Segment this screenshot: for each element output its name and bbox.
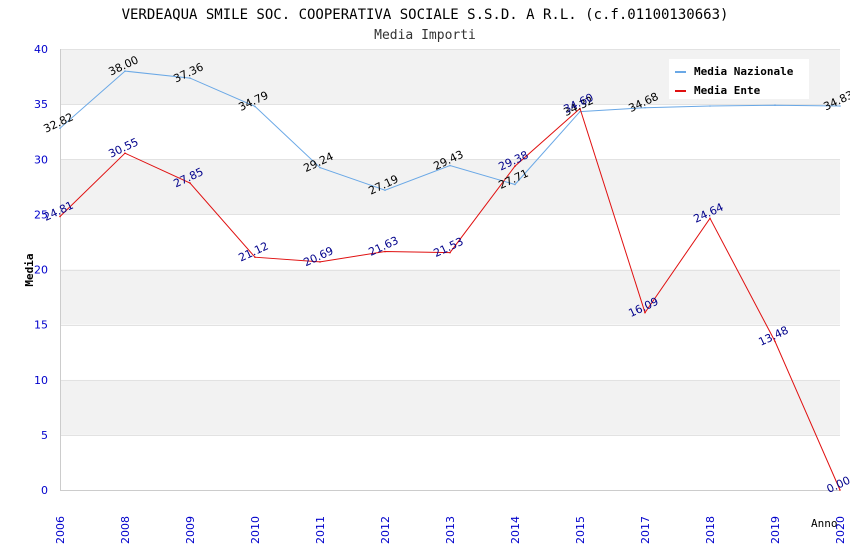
x-tick-label: 2017	[639, 516, 652, 544]
plot-band	[60, 104, 840, 159]
y-tick-label: 20	[34, 264, 48, 277]
y-tick-label: 30	[34, 153, 48, 166]
x-tick-label: 2006	[54, 516, 67, 544]
x-tick-label: 2010	[249, 516, 262, 544]
x-tick-label: 2018	[704, 516, 717, 544]
legend-label-media-ente: Media Ente	[694, 84, 761, 97]
plot-band	[60, 270, 840, 325]
x-tick-label: 2011	[314, 516, 327, 544]
x-tick-label: 2013	[444, 516, 457, 544]
y-tick-label: 10	[34, 374, 48, 387]
x-tick-label: 2008	[119, 516, 132, 544]
y-tick-label: 15	[34, 319, 48, 332]
x-tick-label: 2014	[509, 516, 522, 544]
y-tick-label: 40	[34, 43, 48, 56]
x-tick-label: 2012	[379, 516, 392, 544]
plot-band	[60, 380, 840, 435]
x-tick-label: 2019	[769, 516, 782, 544]
x-tick-label: 2015	[574, 516, 587, 544]
plot-band	[60, 435, 840, 490]
data-point	[709, 105, 711, 107]
line-chart: VERDEAQUA SMILE SOC. COOPERATIVA SOCIALE…	[0, 0, 850, 550]
legend: Media Nazionale Media Ente	[669, 59, 809, 99]
data-point	[774, 104, 776, 106]
y-tick-label: 0	[41, 484, 48, 497]
legend-label-media-nazionale: Media Nazionale	[694, 65, 794, 78]
x-tick-label: 2020	[834, 516, 847, 544]
chart-title: VERDEAQUA SMILE SOC. COOPERATIVA SOCIALE…	[122, 7, 729, 23]
plot-background	[60, 49, 840, 490]
y-tick-label: 35	[34, 98, 48, 111]
y-tick-label: 5	[41, 429, 48, 442]
x-tick-labels: 2006 2008 2009 2010 2011 2012 2013 2014 2015 2017…	[54, 516, 847, 544]
x-tick-label: 2009	[184, 516, 197, 544]
plot-band	[60, 325, 840, 380]
chart-subtitle: Media Importi	[374, 28, 476, 43]
